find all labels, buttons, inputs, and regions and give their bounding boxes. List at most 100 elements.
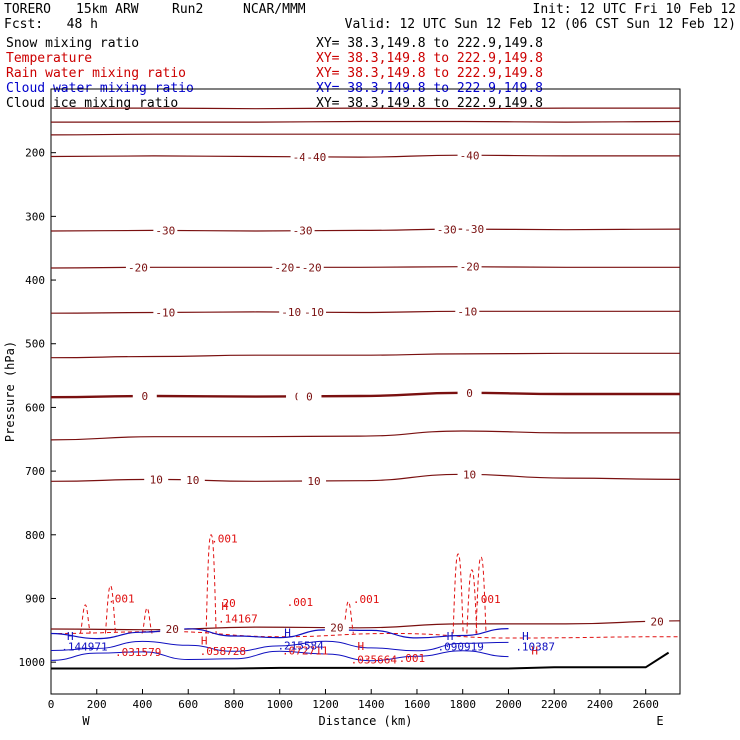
isotherm-line <box>50 352 680 359</box>
isotherm-label-bg <box>457 260 482 273</box>
x-tick-label: 800 <box>224 698 244 711</box>
x-tick-label: 1400 <box>358 698 385 711</box>
isotherm-label: 10 <box>463 469 476 482</box>
isotherm-line <box>50 310 680 314</box>
isotherm-label: -10 <box>304 306 324 319</box>
cloud-water-label: .10387 <box>515 641 555 654</box>
rain-water-contours <box>50 534 681 639</box>
isotherm-label-bg <box>457 149 482 162</box>
rain-label: .035664 <box>351 653 398 666</box>
x-tick-label: 2600 <box>632 698 659 711</box>
isotherm-label: -30 <box>464 223 484 236</box>
isotherm-label: 0 <box>306 390 313 403</box>
model-name: TORERO <box>4 2 51 17</box>
forecast-hour: Fcst: 48 h <box>4 17 98 32</box>
rain-label: .058728 <box>200 645 246 658</box>
init-time: Init: 12 UTC Fri 10 Feb 12 <box>533 2 737 17</box>
model-run: Run2 <box>172 2 203 17</box>
isotherm-label-bg <box>153 306 178 319</box>
isotherm-label: -30 <box>155 224 175 237</box>
field-xy: XY= 38.3,149.8 to 222.9,149.8 <box>316 36 543 51</box>
isotherm-label: -20 <box>460 261 480 274</box>
cloud-water-label: H <box>67 630 74 643</box>
rain-label: .001 <box>211 532 238 545</box>
x-tick-label: 2400 <box>587 698 614 711</box>
isotherm-line <box>50 266 681 269</box>
isotherm-line <box>51 120 681 123</box>
isotherm-label: -10 <box>281 306 301 319</box>
plot-frame <box>50 88 681 695</box>
cloud-water-label: .215584 <box>277 639 324 652</box>
isotherm-label: -30 <box>293 225 313 238</box>
rain-label: .001 <box>287 596 314 609</box>
cloud-water-label: .144971 <box>61 641 107 654</box>
x-tick-label: 0 <box>48 698 55 711</box>
isotherm-label: 10 <box>150 473 163 486</box>
rain-label: .001 <box>353 593 380 606</box>
rain-label: .001 <box>108 592 135 605</box>
rain-label: .031579 <box>115 646 161 659</box>
isotherm-label-bg <box>302 306 327 319</box>
isotherm-label: 20 <box>166 623 179 636</box>
model-org: NCAR/MMM <box>243 2 306 17</box>
isotherm-line <box>50 133 680 136</box>
terrain-line <box>51 651 670 670</box>
rain-label: H <box>221 600 228 613</box>
isotherm-label: 20 <box>330 622 343 635</box>
isotherm-label-bg <box>304 150 329 163</box>
y-tick-label: 900 <box>25 592 45 605</box>
field-name: Rain water mixing ratio <box>6 66 186 81</box>
field-name: Snow mixing ratio <box>6 36 139 51</box>
y-tick-label: 300 <box>25 210 45 223</box>
rain-contour <box>475 556 487 634</box>
cloud-water-contour <box>50 640 509 652</box>
field-name: Temperature <box>6 51 92 66</box>
x-tick-label: 2200 <box>541 698 568 711</box>
terrain-profile <box>51 651 670 670</box>
y-tick-label: 400 <box>25 274 45 287</box>
field-name: Cloud ice mixing ratio <box>6 96 178 111</box>
isotherm-label-bg <box>297 390 322 403</box>
x-tick-label: 1600 <box>404 698 431 711</box>
isotherm-label-bg <box>144 473 169 486</box>
isotherm-label-bg <box>279 306 304 319</box>
isotherm-label: 10 <box>307 475 320 488</box>
cloud-water-label: .090919 <box>438 641 484 654</box>
y-axis-label: Pressure (hPa) <box>3 341 17 442</box>
isotherm-line <box>50 228 681 232</box>
isotherm-label-bg <box>272 261 297 274</box>
isotherm-label: 20 <box>651 615 664 628</box>
x-axis-label: Distance (km) <box>319 714 413 728</box>
axes: 0 200 400 600 800 1000 1200 1400 1600 1800 2000 220… <box>3 147 664 728</box>
isotherm-label: -20 <box>128 261 148 274</box>
cloud-water-label: H <box>522 630 529 643</box>
x-tick-label: 400 <box>133 698 153 711</box>
rain-label: H <box>357 640 364 653</box>
west-label: W <box>82 714 90 728</box>
x-tick-label: 2000 <box>495 698 522 711</box>
field-legend: Snow mixing ratio XY= 38.3,149.8 to 222.9… <box>6 36 543 111</box>
isotherm-label-bg <box>160 623 185 636</box>
isotherm-line <box>50 154 680 158</box>
rain-label: H <box>531 645 538 658</box>
isotherm-label-bg <box>153 224 178 237</box>
isotherm-label: -30 <box>437 223 457 236</box>
temperature-isotherms <box>50 107 681 631</box>
y-tick-label: 200 <box>25 147 45 160</box>
isotherm-label: 0 <box>466 387 473 400</box>
isotherm-label-bg <box>434 223 459 236</box>
isotherm-label: -40 <box>306 151 326 164</box>
isotherm-label-bg <box>302 474 327 487</box>
isotherm-label: -10 <box>155 306 175 319</box>
isotherm-label-bg <box>290 224 315 237</box>
cloud-water-contours <box>50 628 509 662</box>
rain-label: .001 <box>399 652 426 665</box>
isotherm-label-bg <box>462 223 487 236</box>
field-xy: XY= 38.3,149.8 to 222.9,149.8 <box>316 51 543 66</box>
x-tick-label: 600 <box>178 698 198 711</box>
rain-label: 20 <box>223 597 236 610</box>
cloud-water-contour <box>50 628 509 640</box>
cloud-water-label: H <box>447 630 454 643</box>
field-xy: XY= 38.3,149.8 to 222.9,149.8 <box>316 96 543 111</box>
